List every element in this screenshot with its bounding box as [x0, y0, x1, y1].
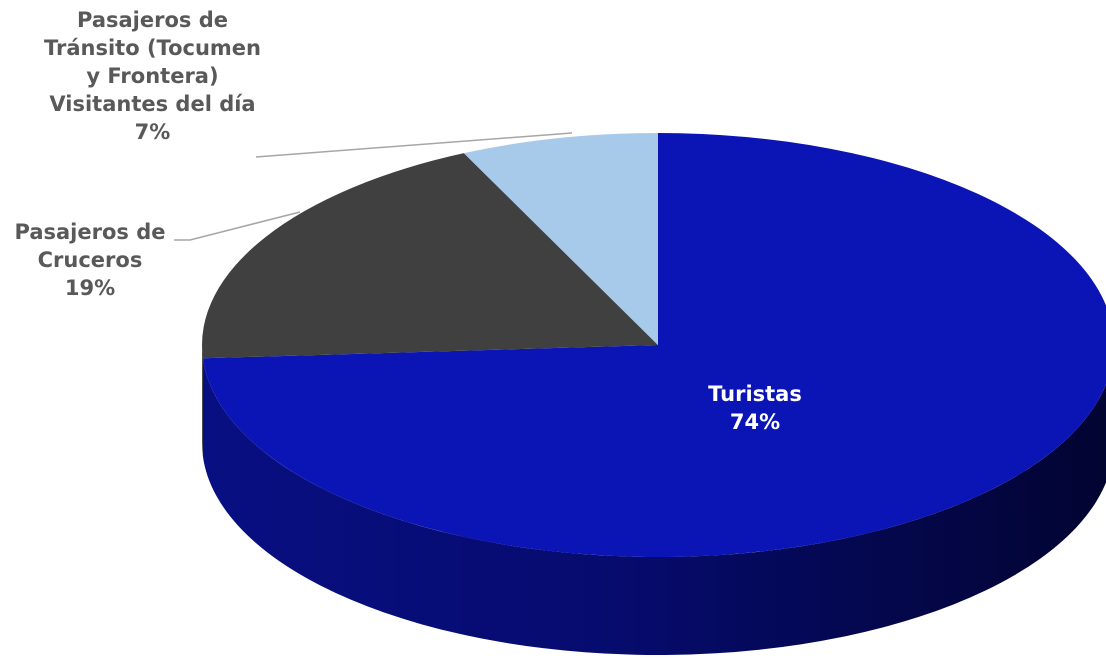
slice-pasajeros-7 [463, 133, 658, 345]
slice-value-transito: 7% [134, 120, 171, 144]
side-wall-pasajeros-19 [202, 345, 203, 457]
slice-name-cruceros-line1: Pasajeros de [14, 220, 166, 244]
leader-line-transito [255, 132, 573, 158]
slice-name-turistas: Turistas [708, 382, 802, 406]
slice-label-turistas: Turistas 74% [660, 380, 850, 436]
slice-name-transito-line3: y Frontera) [86, 64, 219, 88]
pie-top-face [201, 133, 1106, 557]
slice-turistas-74 [202, 133, 1106, 557]
side-wall-turistas-74 [202, 358, 1106, 655]
slice-name-transito-line4: Visitantes del día [49, 92, 256, 116]
slice-name-transito-line1: Pasajeros de [77, 8, 228, 32]
slice-name-transito-line2: Tránsito (Tocumen [43, 36, 261, 60]
slice-label-transito: Pasajeros de Tránsito (Tocumen y Fronter… [20, 6, 285, 146]
leader-line-cruceros [174, 211, 301, 241]
slice-value-turistas: 74% [729, 410, 781, 434]
pie-side-wall [202, 345, 1106, 655]
slice-value-cruceros: 19% [64, 276, 116, 300]
slice-name-cruceros-line2: Cruceros [37, 248, 143, 272]
leader-lines [174, 132, 573, 241]
slice-label-cruceros: Pasajeros de Cruceros 19% [0, 218, 180, 302]
slice-pasajeros-19 [201, 153, 658, 359]
